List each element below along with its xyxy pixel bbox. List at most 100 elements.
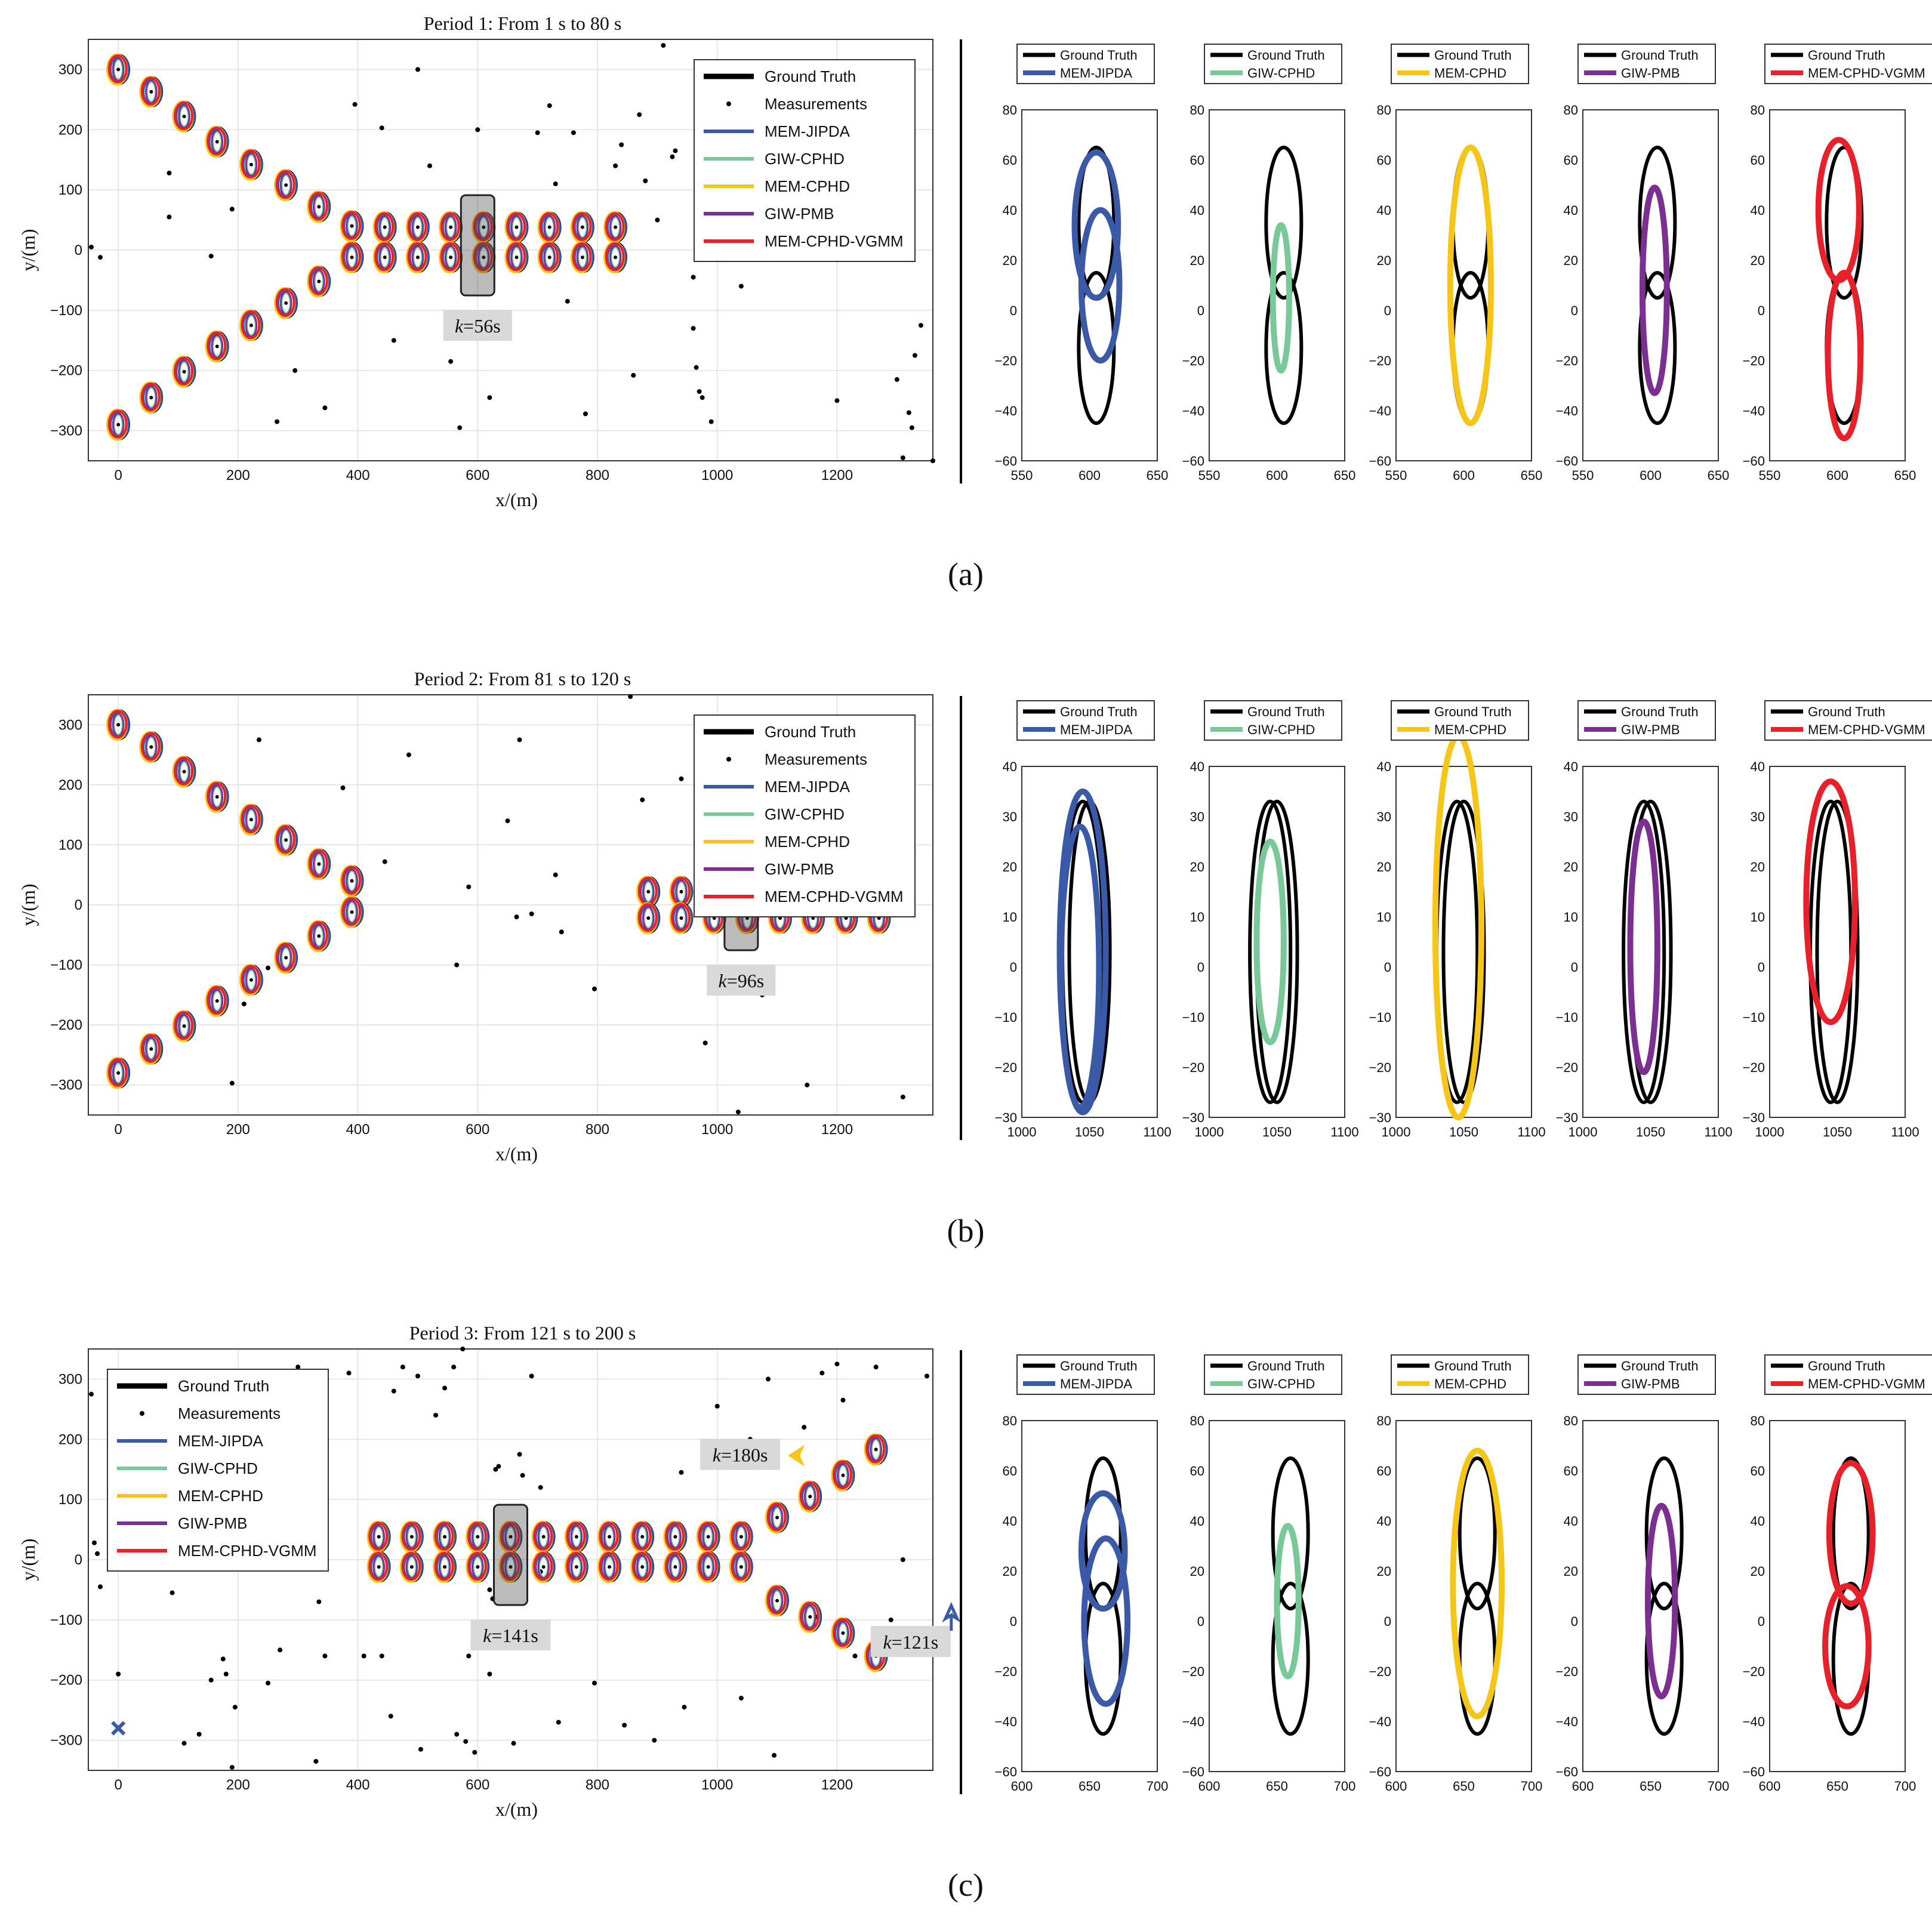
x-tick-label: 400 — [346, 1777, 370, 1793]
y-tick-label: 60 — [1564, 153, 1578, 168]
zoom-frame — [1021, 109, 1158, 461]
measurement-point — [382, 859, 387, 864]
target-center-point — [215, 344, 219, 349]
measurement-point — [257, 737, 262, 743]
legend-box — [1577, 44, 1716, 84]
giw-cphd-ellipse — [313, 853, 325, 875]
annotation-k: k — [883, 1631, 892, 1653]
target-center-point — [646, 916, 651, 920]
target-cluster — [172, 355, 196, 388]
annotation-k: k — [455, 315, 464, 337]
legend-label: Ground Truth — [1247, 704, 1325, 719]
giw-pmb-ellipse — [112, 412, 125, 437]
target-center-point — [874, 1447, 878, 1452]
target-cluster — [307, 190, 331, 223]
x-tick-label: 600 — [1640, 468, 1662, 483]
legend-marker — [726, 101, 731, 106]
giw-cphd-ellipse — [406, 1555, 417, 1578]
y-tick-label: 300 — [58, 717, 82, 733]
giw-cphd-ellipse — [346, 215, 358, 237]
giw-pmb-ellipse — [510, 215, 523, 240]
x-tick-label: 600 — [1079, 468, 1101, 483]
plot-frame — [88, 1348, 933, 1771]
target-center-point — [775, 1598, 779, 1603]
giw-pmb-ellipse — [471, 1554, 484, 1579]
giw-pmb-ellipse — [471, 1524, 484, 1550]
legend-label: MEM-CPHD-VGMM — [1808, 1376, 1925, 1391]
target-center-point — [116, 423, 121, 427]
target-center-point — [640, 1535, 645, 1539]
giw-cphd-ellipse — [113, 58, 124, 81]
giw-pmb-ellipse — [537, 1524, 550, 1550]
giw-pmb-ellipse — [603, 1554, 616, 1579]
zoom-frame — [1582, 109, 1719, 461]
legend-label: MEM-CPHD — [1434, 722, 1506, 737]
y-tick-label: −20 — [1182, 1060, 1204, 1075]
measurement-point — [229, 207, 235, 212]
ground-truth-ellipse — [1271, 1456, 1310, 1610]
target-cluster — [630, 1551, 655, 1583]
giw-cphd-ellipse — [212, 786, 223, 808]
legend-item-measurements: Measurements — [140, 1404, 281, 1422]
y-tick-label: −20 — [1556, 1664, 1578, 1679]
y-tick-label: −60 — [1743, 1764, 1765, 1779]
plot-frame — [88, 39, 933, 461]
x-axis-label: x/(m) — [495, 1143, 538, 1165]
mem-cphd-vgmm-ellipse — [698, 1551, 718, 1581]
zoom-legend: Ground Truth GIW-CPHD — [1204, 44, 1342, 84]
mem-cphd-vgmm-ellipse — [275, 942, 295, 972]
target-cluster — [399, 1551, 424, 1583]
target-cluster — [729, 1520, 753, 1553]
target-cluster — [603, 211, 627, 244]
measurement-point — [520, 1473, 525, 1478]
target-cluster — [139, 381, 164, 414]
x-tick-label: 800 — [586, 1122, 609, 1138]
mem-cphd-vgmm-ellipse — [341, 897, 362, 926]
giw-cphd-ellipse — [346, 870, 358, 892]
ground-truth-ellipse — [1248, 799, 1293, 1104]
giw-cphd-ellipse — [670, 1555, 681, 1578]
x-tick-label: 600 — [466, 467, 489, 483]
measurement-point — [454, 1732, 460, 1737]
target-center-point — [574, 1565, 578, 1569]
legend-box — [1391, 700, 1529, 741]
time-annotation: k=141s — [470, 1504, 551, 1650]
giw-cphd-ellipse — [837, 1464, 849, 1486]
giw-cphd-ellipse — [505, 1526, 516, 1548]
target-cluster — [466, 1551, 490, 1583]
zoom-legend: Ground Truth MEM-JIPDA — [1016, 1354, 1155, 1395]
measurement-point — [493, 1467, 498, 1472]
giw-pmb-ellipse — [313, 852, 325, 876]
y-tick-label: 20 — [1751, 860, 1765, 874]
annotation-k: k — [483, 1625, 492, 1646]
annotation-k: k — [713, 1444, 722, 1466]
mem-cphd-vgmm-ellipse — [107, 54, 128, 84]
legend-label: Ground Truth — [1060, 48, 1138, 63]
measurement-point — [278, 1647, 283, 1653]
giw-pmb-ellipse — [378, 215, 392, 240]
x-axis-label: x/(m) — [495, 1798, 538, 1820]
ground-truth-ellipse — [1271, 1582, 1310, 1736]
measurement-point — [900, 1557, 905, 1562]
y-tick-label: −60 — [1182, 454, 1204, 469]
legend-label: Ground Truth — [1060, 1359, 1138, 1373]
x-tick-label: 1050 — [1823, 1125, 1852, 1139]
measurement-point — [637, 112, 642, 118]
target-center-point — [415, 255, 420, 260]
y-tick-label: 80 — [1003, 1413, 1017, 1428]
measurement-point — [340, 785, 346, 790]
legend-item-ground-truth: Ground Truth — [704, 723, 856, 741]
giw-cphd-ellipse — [212, 335, 223, 358]
panel-title: Period 1: From 1 s to 80 s — [424, 13, 622, 34]
x-tick-label: 400 — [346, 467, 370, 483]
target-cluster — [864, 1433, 888, 1466]
mem-cphd-vgmm-ellipse — [368, 1551, 389, 1581]
giw-cphd-ellipse — [604, 1526, 615, 1548]
mem-cphd-vgmm-ellipse — [599, 1551, 619, 1581]
giw-cphd-ellipse — [246, 809, 257, 831]
y-tick-label: 80 — [1564, 103, 1578, 118]
target-cluster — [636, 876, 661, 908]
